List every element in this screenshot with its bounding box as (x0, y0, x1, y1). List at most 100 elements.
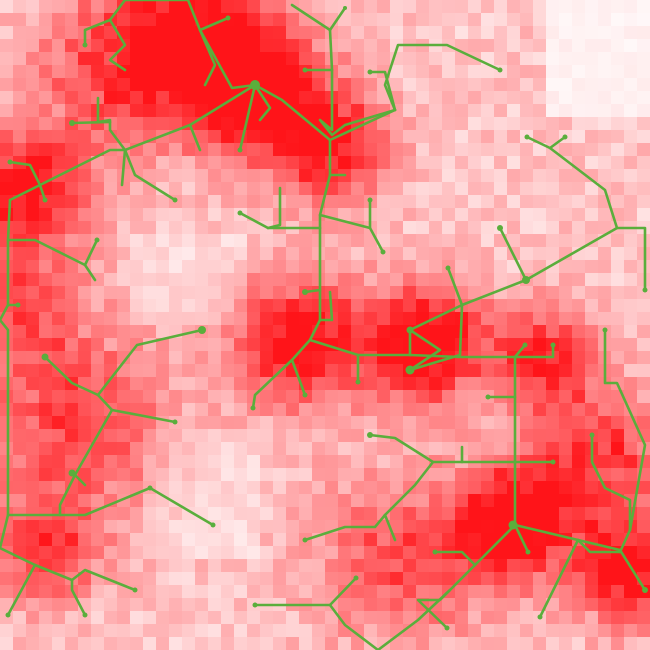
heatmap-cell (208, 364, 221, 377)
heatmap-cell (65, 299, 78, 312)
heatmap-cell (273, 468, 286, 481)
heatmap-cell (325, 143, 338, 156)
heatmap-cell (221, 416, 234, 429)
heatmap-cell (637, 364, 650, 377)
heatmap-cell (65, 416, 78, 429)
heatmap-cell (169, 260, 182, 273)
heatmap-cell (143, 546, 156, 559)
heatmap-cell (299, 247, 312, 260)
heatmap-cell (325, 637, 338, 650)
network-node (210, 522, 216, 528)
heatmap-cell (559, 507, 572, 520)
heatmap-cell (13, 208, 26, 221)
heatmap-cell (494, 598, 507, 611)
heatmap-cell (273, 390, 286, 403)
heatmap-cell (364, 0, 377, 13)
network-node (406, 326, 414, 334)
heatmap-cell (455, 416, 468, 429)
heatmap-cell (169, 39, 182, 52)
heatmap-cell (416, 130, 429, 143)
heatmap-cell (637, 234, 650, 247)
heatmap-cell (468, 572, 481, 585)
heatmap-cell (520, 598, 533, 611)
heatmap-cell (546, 572, 559, 585)
heatmap-cell (247, 572, 260, 585)
heatmap-cell (78, 351, 91, 364)
heatmap-cell (273, 494, 286, 507)
heatmap-cell (221, 221, 234, 234)
heatmap-cell (39, 221, 52, 234)
heatmap-cell (91, 169, 104, 182)
heatmap-cell (143, 559, 156, 572)
heatmap-cell (377, 338, 390, 351)
heatmap-cell (507, 611, 520, 624)
heatmap-cell (312, 585, 325, 598)
heatmap-cell (481, 143, 494, 156)
heatmap-cell (234, 611, 247, 624)
heatmap-cell (520, 403, 533, 416)
heatmap-cell (403, 390, 416, 403)
heatmap-cell (0, 364, 13, 377)
heatmap-cell (208, 143, 221, 156)
heatmap-cell (520, 624, 533, 637)
heatmap-cell (455, 52, 468, 65)
heatmap-cell (507, 143, 520, 156)
heatmap-cell (481, 234, 494, 247)
heatmap-cell (117, 312, 130, 325)
heatmap-cell (195, 247, 208, 260)
heatmap-cell (260, 26, 273, 39)
heatmap-cell (481, 117, 494, 130)
heatmap-cell (65, 351, 78, 364)
heatmap-cell (26, 26, 39, 39)
heatmap-cell (507, 13, 520, 26)
heatmap-cell (26, 325, 39, 338)
heatmap-cell (468, 624, 481, 637)
heatmap-cell (338, 468, 351, 481)
network-node (522, 276, 530, 284)
heatmap-cell (26, 377, 39, 390)
heatmap-cell (429, 260, 442, 273)
heatmap-cell (286, 65, 299, 78)
heatmap-cell (130, 559, 143, 572)
heatmap-cell (351, 286, 364, 299)
heatmap-cell (26, 351, 39, 364)
heatmap-cell (156, 195, 169, 208)
heatmap-cell (416, 416, 429, 429)
heatmap-cell (572, 78, 585, 91)
heatmap-cell (273, 637, 286, 650)
heatmap-cell (39, 390, 52, 403)
heatmap-cell (598, 104, 611, 117)
network-edge (513, 523, 647, 592)
network-edge (198, 28, 217, 87)
heatmap-cell (507, 312, 520, 325)
network-edge (513, 523, 530, 554)
heatmap-cell (507, 468, 520, 481)
heatmap-cell (52, 598, 65, 611)
heatmap-cell (533, 481, 546, 494)
heatmap-cell (377, 598, 390, 611)
network-edge (416, 588, 452, 630)
heatmap-cell (156, 260, 169, 273)
heatmap-cell (169, 26, 182, 39)
heatmap-cell (221, 572, 234, 585)
heatmap-cell (78, 130, 91, 143)
heatmap-cell (572, 0, 585, 13)
heatmap-cell (13, 637, 26, 650)
heatmap-cell (377, 195, 390, 208)
heatmap-cell (429, 156, 442, 169)
heatmap-cell (364, 572, 377, 585)
heatmap-cell (39, 260, 52, 273)
heatmap-cell (624, 572, 637, 585)
heatmap-cell (325, 403, 338, 416)
heatmap-cell (390, 468, 403, 481)
heatmap-cell (637, 390, 650, 403)
heatmap-cell (637, 91, 650, 104)
heatmap-cell (468, 442, 481, 455)
network-edge (576, 538, 622, 554)
heatmap-cell (377, 169, 390, 182)
heatmap-cell (234, 637, 247, 650)
heatmap-cell (611, 39, 624, 52)
network-node (353, 575, 359, 581)
network-edge (368, 70, 397, 112)
